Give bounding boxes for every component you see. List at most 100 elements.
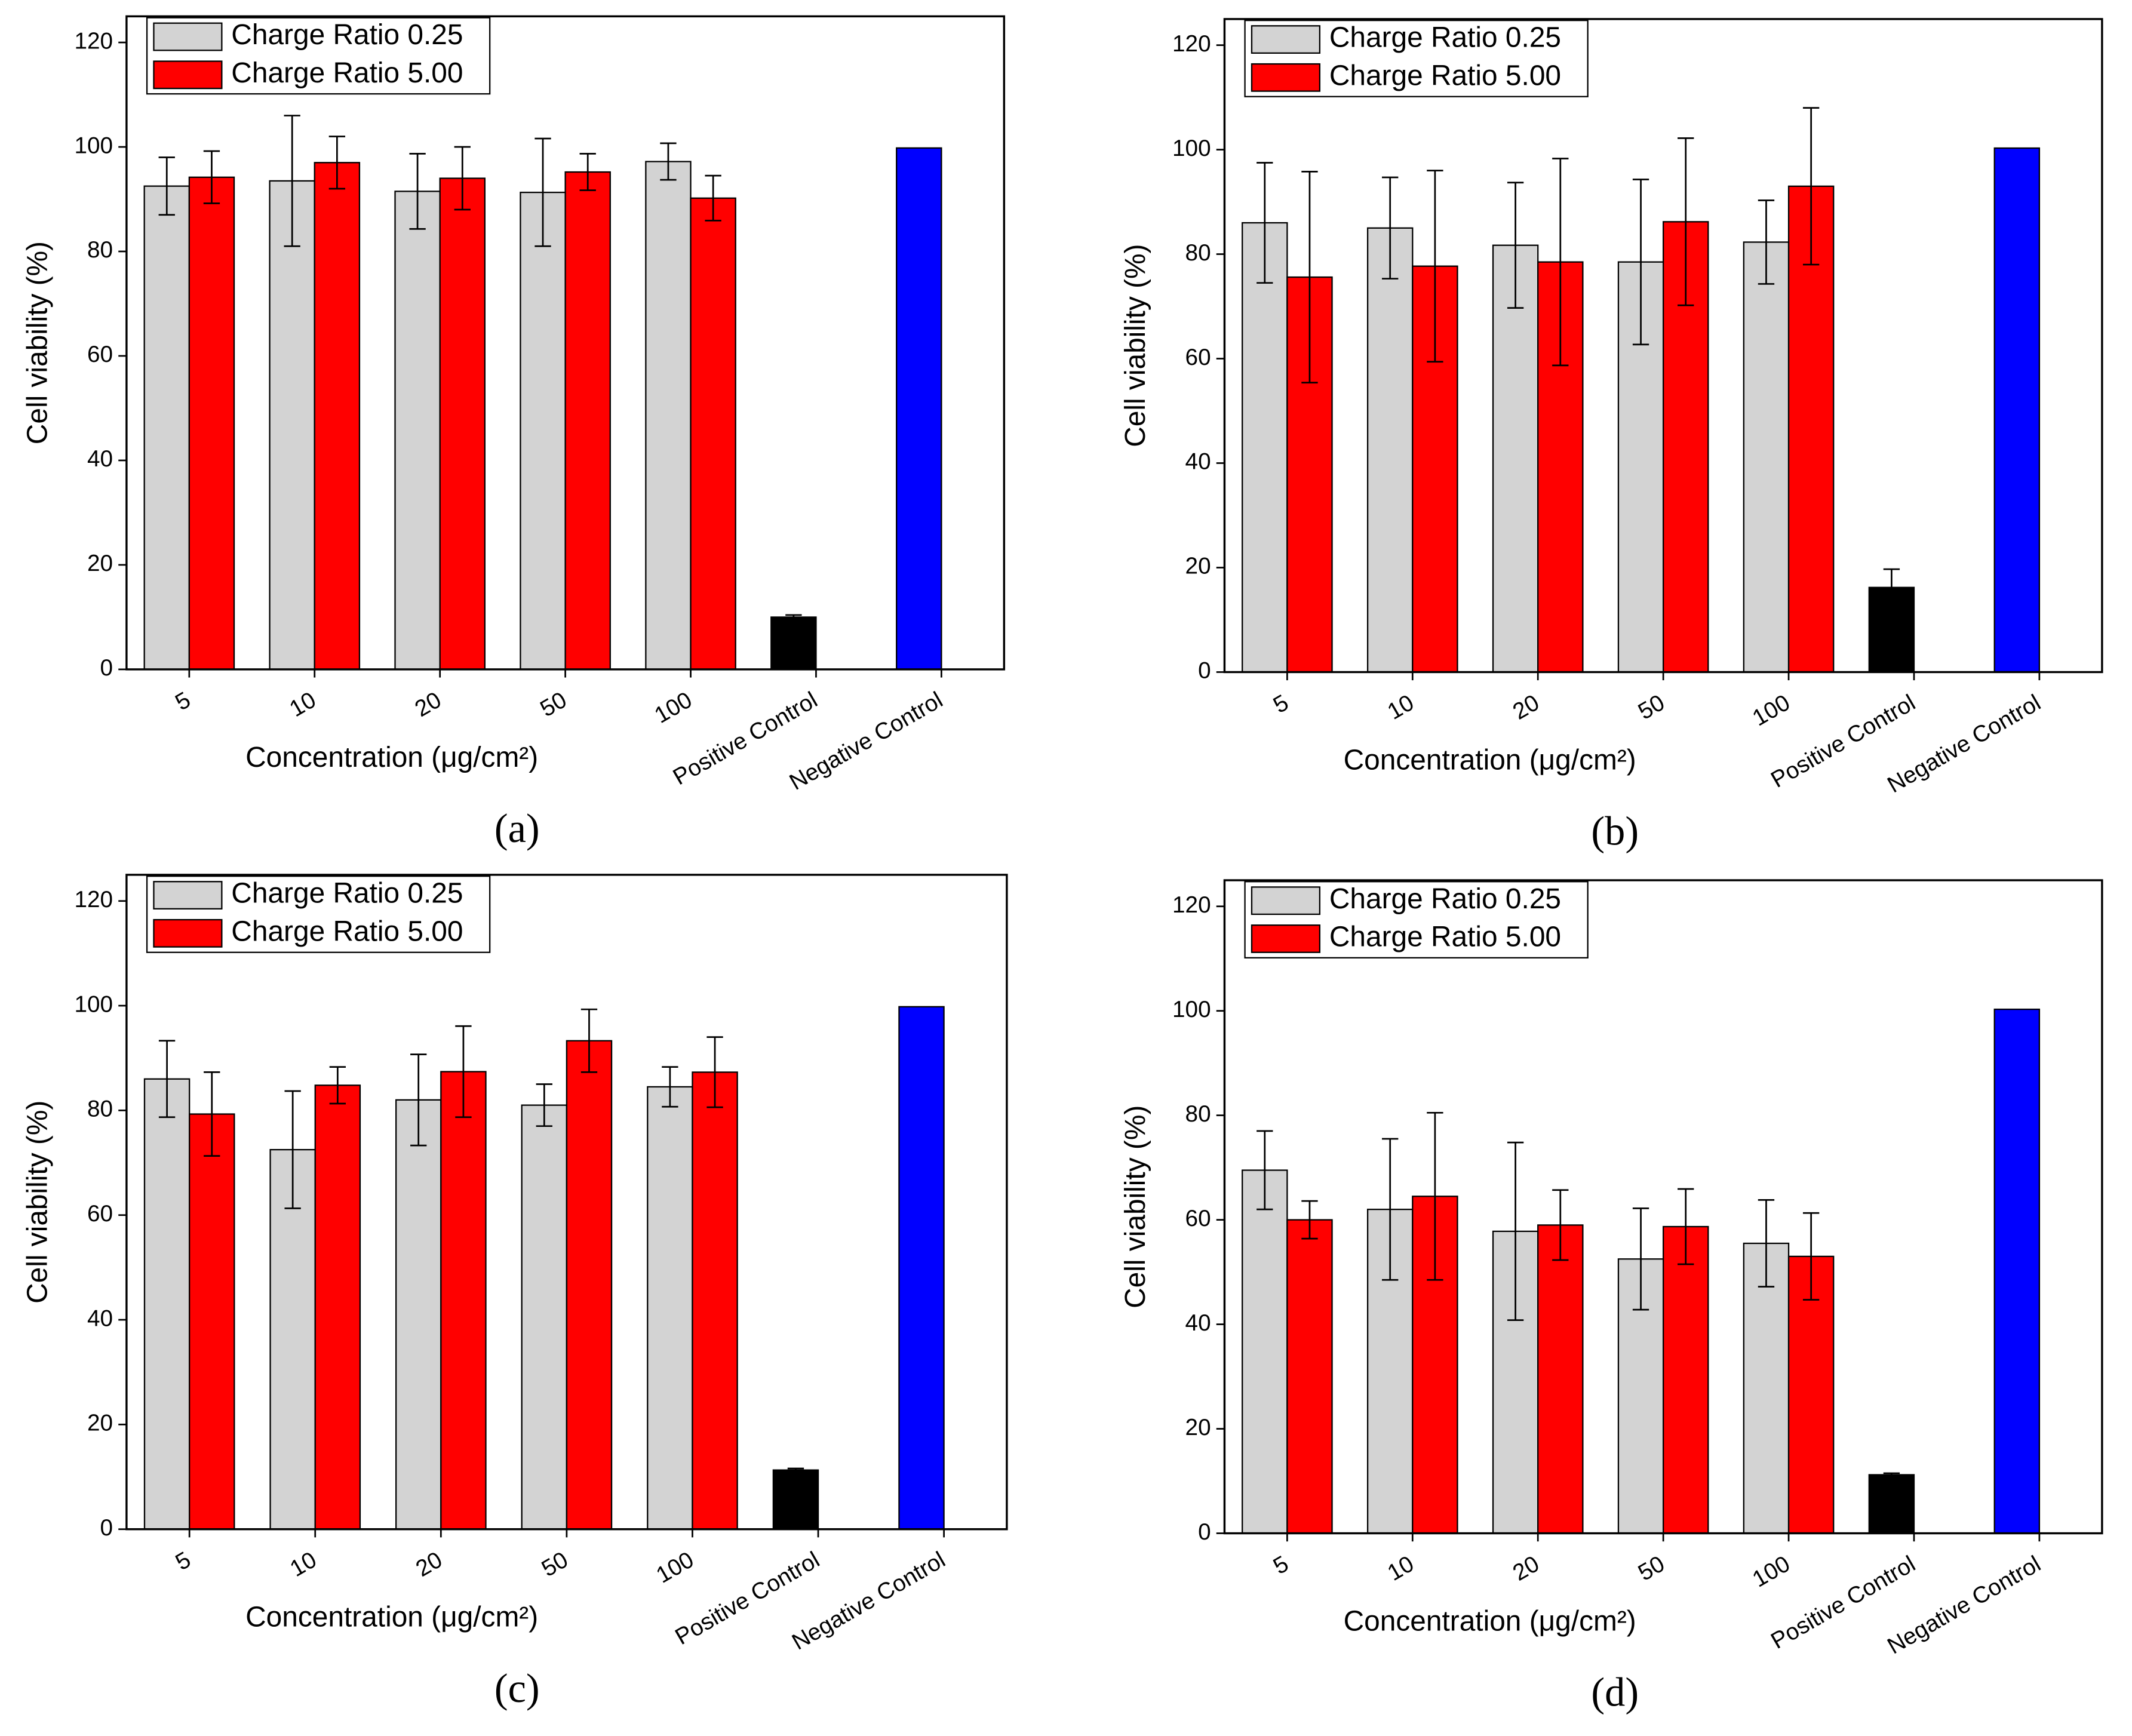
bar (1662, 1225, 1709, 1534)
error-bar (1507, 1141, 1524, 1321)
bar (770, 616, 817, 671)
y-tick-label: 20 (87, 551, 113, 576)
error-bar (1552, 1189, 1569, 1261)
error-bar (328, 136, 346, 190)
x-tick-label: 50 (1634, 690, 1669, 725)
y-tick-label: 40 (87, 1305, 113, 1331)
legend-swatch (153, 60, 223, 90)
error-bar (1257, 162, 1273, 284)
y-tick-label: 80 (87, 237, 113, 263)
bar (566, 1040, 613, 1530)
bar (314, 1084, 361, 1530)
error-bar (1301, 1200, 1318, 1240)
error-bar (158, 156, 175, 216)
bar (395, 1099, 442, 1530)
error-bar (1301, 170, 1318, 384)
x-axis-label: Concentration (μg/cm²) (245, 742, 538, 773)
error-bar (1427, 1111, 1443, 1281)
legend-label: Charge Ratio 0.25 (1329, 883, 1561, 915)
y-tick-label: 80 (87, 1096, 113, 1122)
y-tick-label: 80 (1185, 240, 1211, 266)
x-tick-label: 20 (1509, 1551, 1544, 1586)
error-bar (204, 1071, 220, 1157)
y-tick-label: 120 (1172, 892, 1211, 918)
x-tick-label: 10 (286, 1547, 321, 1582)
error-bar (1883, 1472, 1900, 1477)
y-tick-label: 100 (1172, 136, 1211, 161)
error-bar (579, 153, 596, 192)
bar (1787, 185, 1835, 673)
bar (1242, 1169, 1288, 1534)
bar (1868, 1474, 1915, 1534)
error-bar (580, 1008, 598, 1073)
x-axis-label: Concentration (μg/cm²) (245, 1602, 538, 1633)
bar (520, 192, 566, 671)
y-tick-label: 100 (75, 991, 113, 1017)
error-bar (706, 1036, 723, 1108)
error-bar (329, 1066, 346, 1105)
panel-label: (c) (494, 1666, 540, 1711)
bar (1366, 227, 1414, 673)
legend-label: Charge Ratio 5.00 (231, 57, 463, 89)
x-tick-label: 100 (1748, 1551, 1794, 1593)
x-tick-label: 50 (1634, 1551, 1669, 1586)
error-bar (1802, 1212, 1820, 1301)
legend-swatch (1251, 63, 1321, 92)
y-tick-label: 0 (1198, 658, 1211, 684)
bar (1286, 1219, 1333, 1534)
error-bar (1507, 182, 1524, 309)
error-bar (158, 1040, 176, 1119)
x-tick-label: 20 (411, 687, 446, 722)
error-bar (409, 153, 426, 230)
x-tick-label: 5 (1269, 690, 1293, 718)
x-tick-label: 10 (285, 687, 321, 722)
error-bar (1883, 568, 1900, 607)
bar (690, 197, 736, 671)
y-tick-label: 100 (75, 133, 113, 158)
bar (394, 191, 441, 671)
error-bar (1427, 170, 1443, 363)
error-bar (1632, 179, 1649, 346)
error-bar (455, 1025, 472, 1119)
bar (440, 1071, 487, 1530)
error-bar (1382, 176, 1399, 280)
x-tick-label: 20 (411, 1547, 447, 1582)
error-bar (284, 1090, 301, 1209)
x-tick-label: 50 (536, 687, 571, 722)
bar (1993, 1008, 2041, 1534)
bar (143, 185, 190, 671)
error-bar (660, 142, 677, 181)
bar (564, 171, 611, 671)
bar (521, 1104, 568, 1530)
y-tick-label: 100 (1172, 997, 1211, 1022)
bar (1492, 244, 1539, 673)
error-bar (1678, 137, 1694, 306)
legend-swatch (153, 918, 223, 948)
error-bar (1758, 1199, 1775, 1288)
bar (1993, 147, 2041, 673)
y-tick-label: 120 (1172, 31, 1211, 57)
bar (647, 1086, 693, 1530)
error-bar (203, 150, 220, 204)
error-bar (454, 146, 471, 211)
legend-label: Charge Ratio 5.00 (231, 915, 463, 947)
error-bar (284, 115, 300, 247)
legend-label: Charge Ratio 5.00 (1329, 921, 1561, 953)
legend-label: Charge Ratio 0.25 (231, 19, 463, 51)
error-bar (1632, 1207, 1649, 1311)
bar (314, 162, 361, 671)
y-axis-label: Cell viability (%) (22, 241, 54, 444)
y-tick-label: 120 (75, 887, 113, 912)
error-bar (1678, 1188, 1694, 1265)
y-tick-label: 0 (100, 655, 113, 681)
error-bar (1382, 1138, 1399, 1281)
y-tick-label: 20 (1185, 554, 1211, 579)
bar (896, 147, 942, 671)
bar (1242, 222, 1288, 673)
bar (143, 1078, 191, 1530)
plot-frame (1223, 18, 2103, 674)
bar (1537, 1224, 1584, 1534)
legend-label: Charge Ratio 0.25 (1329, 22, 1561, 54)
